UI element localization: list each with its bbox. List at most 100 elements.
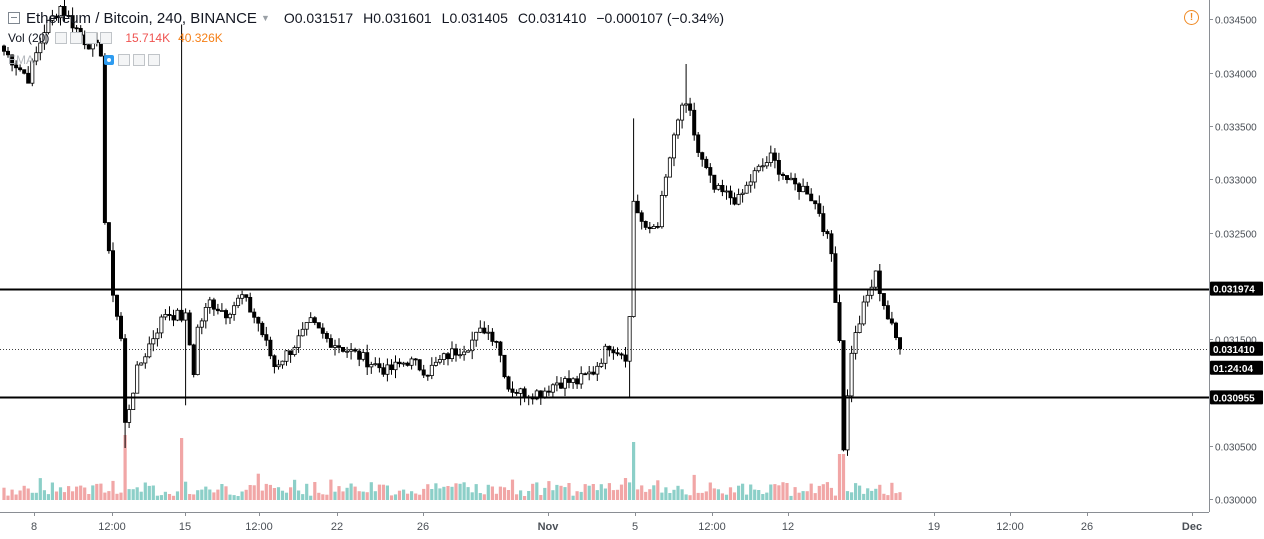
- time-tick-label: 8: [31, 521, 37, 533]
- candle-body: [793, 177, 798, 185]
- symbol-title[interactable]: Ethereum / Bitcoin, 240, BINANCE: [26, 9, 257, 27]
- volume-bar: [171, 495, 176, 500]
- price-tick-label: 0.033000: [1215, 176, 1257, 187]
- volume-bar: [22, 485, 26, 500]
- candle-body: [486, 331, 491, 334]
- candle-body: [58, 6, 63, 19]
- volume-bar: [462, 482, 466, 500]
- volume-bar: [591, 484, 595, 500]
- volume-bar: [494, 493, 498, 500]
- candle: [526, 394, 531, 406]
- candle: [559, 377, 564, 389]
- volume-bar: [228, 494, 232, 500]
- eye-icon[interactable]: [104, 55, 115, 65]
- volume-bar: [506, 490, 511, 500]
- high-value: H0.031601: [363, 10, 432, 26]
- volume-bar: [236, 496, 240, 500]
- candle: [486, 325, 491, 340]
- volume-bar: [46, 494, 50, 500]
- candle: [502, 354, 507, 379]
- candle: [748, 174, 753, 193]
- candle-body: [861, 301, 866, 325]
- candle: [825, 229, 830, 239]
- candle: [199, 318, 204, 335]
- candle: [38, 37, 43, 61]
- candle-body: [809, 193, 814, 202]
- candle-body: [143, 356, 148, 364]
- settings-icon[interactable]: [118, 54, 131, 66]
- volume-bar: [224, 486, 228, 500]
- candle-body: [563, 378, 568, 389]
- candle-body: [603, 345, 608, 364]
- warning-icon[interactable]: !: [1184, 10, 1199, 25]
- volume-bar: [377, 484, 381, 500]
- candle: [587, 366, 592, 381]
- volume-bar: [301, 494, 305, 500]
- candle-body: [2, 45, 7, 52]
- more-icon[interactable]: [85, 32, 98, 44]
- candle-body: [797, 183, 802, 193]
- candle: [159, 314, 164, 339]
- volume-label[interactable]: Vol (20): [8, 31, 50, 45]
- ema-label[interactable]: EMA: [8, 53, 35, 67]
- candle-body: [720, 184, 725, 193]
- volume-bar: [305, 483, 309, 500]
- candle-body: [474, 331, 479, 341]
- candle: [123, 334, 128, 448]
- close-value: C0.031410: [517, 10, 587, 26]
- candle: [445, 352, 450, 366]
- close-icon[interactable]: [148, 54, 161, 66]
- candle: [805, 181, 810, 195]
- candle: [663, 174, 668, 198]
- candle: [667, 156, 672, 178]
- candle: [276, 359, 281, 370]
- volume-bar: [232, 495, 236, 500]
- candle: [821, 205, 826, 237]
- volume-bar: [623, 478, 628, 500]
- time-axis: 8 12:00 15 12:00 22 26 Nov 5 12:00 12 19 12:00 26 Dec: [0, 512, 1209, 533]
- volume-bar: [648, 489, 652, 500]
- volume-bar: [611, 490, 615, 500]
- candle-body: [813, 200, 818, 205]
- more-icon[interactable]: [133, 54, 146, 66]
- close-icon[interactable]: [100, 32, 113, 44]
- volume-bar: [571, 495, 575, 500]
- candle-body: [559, 382, 564, 389]
- candle-body: [619, 353, 624, 356]
- collapse-icon[interactable]: [8, 12, 20, 24]
- volume-bar: [115, 493, 119, 500]
- candle-body: [667, 157, 672, 178]
- volume-bar: [175, 491, 180, 500]
- candle: [46, 19, 51, 35]
- candle-body: [655, 225, 660, 228]
- candle-body: [276, 364, 281, 368]
- candle: [688, 97, 693, 116]
- candle-body: [336, 345, 341, 348]
- candle: [248, 292, 253, 313]
- volume-bar: [406, 493, 410, 500]
- candle-body: [42, 32, 47, 44]
- candle: [62, 0, 67, 22]
- last-price-badge-label: 0.031410: [1213, 345, 1255, 356]
- candle-body: [599, 362, 604, 367]
- visibility-icon[interactable]: [55, 32, 68, 44]
- volume-bar: [30, 492, 34, 500]
- volume-bar: [696, 492, 700, 500]
- volume-bar: [837, 454, 842, 500]
- volume-bar: [244, 489, 248, 500]
- volume-bar: [127, 489, 131, 500]
- candle: [300, 322, 305, 337]
- candlestick-series: [2, 0, 903, 456]
- chevron-down-icon[interactable]: ▼: [260, 13, 270, 23]
- volume-bar: [204, 486, 208, 500]
- volume-bar: [446, 486, 450, 500]
- candle-body: [441, 353, 446, 361]
- candle-body: [106, 222, 111, 252]
- candle: [659, 190, 664, 229]
- volume-bar: [454, 483, 458, 500]
- volume-bar: [297, 490, 301, 500]
- time-tick-label: 22: [331, 521, 343, 533]
- settings-icon[interactable]: [70, 32, 83, 44]
- volume-bar: [607, 483, 611, 500]
